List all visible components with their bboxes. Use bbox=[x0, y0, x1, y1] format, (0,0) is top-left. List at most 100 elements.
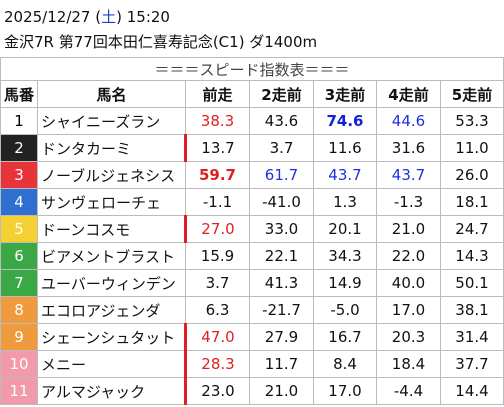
column-header: 馬名 bbox=[37, 80, 186, 108]
speed-index: 43.7 bbox=[376, 161, 441, 189]
horse-row: 7 ユーバーウィンデン 3.7 41.3 14.9 40.0 50.1 bbox=[0, 269, 504, 297]
horse-number: 4 bbox=[0, 188, 38, 216]
horse-number: 2 bbox=[0, 134, 38, 162]
column-header: 馬番 bbox=[0, 80, 38, 108]
speed-index: 43.6 bbox=[249, 107, 314, 135]
speed-index: 34.3 bbox=[313, 242, 377, 270]
speed-index: 17.0 bbox=[376, 296, 441, 324]
date-line: 2025/12/27 (土) 15:20 bbox=[4, 8, 170, 26]
horse-name: ドーンコスモ bbox=[37, 215, 186, 243]
speed-index: 38.1 bbox=[439, 296, 504, 324]
column-header: 前走 bbox=[185, 80, 250, 108]
speed-index: 13.7 bbox=[184, 134, 250, 162]
horse-name: ノーブルジェネシス bbox=[37, 161, 186, 189]
horse-name: ユーバーウィンデン bbox=[37, 269, 186, 297]
horse-number: 7 bbox=[0, 269, 38, 297]
horse-row: 2 ドンタカーミ 13.7 3.7 11.6 31.6 11.0 bbox=[0, 134, 504, 162]
title-row: ＝＝＝スピード指数表＝＝＝ bbox=[0, 57, 504, 81]
table-title: ＝＝＝スピード指数表＝＝＝ bbox=[0, 57, 504, 81]
speed-index: 50.1 bbox=[439, 269, 504, 297]
speed-index: 26.0 bbox=[439, 161, 504, 189]
speed-index: 16.7 bbox=[313, 323, 377, 351]
horse-name: シャイニーズラン bbox=[37, 107, 186, 135]
speed-index: 14.4 bbox=[439, 377, 504, 405]
horse-name: エコロアジェンダ bbox=[37, 296, 186, 324]
speed-index: 61.7 bbox=[249, 161, 314, 189]
column-header: 2走前 bbox=[249, 80, 314, 108]
horse-number: 10 bbox=[0, 350, 38, 378]
horse-number: 11 bbox=[0, 377, 38, 405]
speed-index: 53.3 bbox=[439, 107, 504, 135]
speed-index: 1.3 bbox=[313, 188, 377, 216]
speed-index: -5.0 bbox=[313, 296, 377, 324]
speed-index: 40.0 bbox=[376, 269, 441, 297]
speed-index: 28.3 bbox=[184, 350, 250, 378]
time: 15:20 bbox=[126, 8, 170, 26]
speed-index: 24.7 bbox=[439, 215, 504, 243]
horse-number: 9 bbox=[0, 323, 38, 351]
speed-index: 41.3 bbox=[249, 269, 314, 297]
horse-number: 6 bbox=[0, 242, 38, 270]
header-row: 馬番 馬名 前走 2走前 3走前 4走前 5走前 bbox=[0, 80, 504, 108]
speed-index: 11.7 bbox=[249, 350, 314, 378]
speed-index: 14.9 bbox=[313, 269, 377, 297]
speed-index: 21.0 bbox=[249, 377, 314, 405]
column-header: 3走前 bbox=[313, 80, 377, 108]
speed-index: 8.4 bbox=[313, 350, 377, 378]
speed-index: 21.0 bbox=[376, 215, 441, 243]
speed-index: 33.0 bbox=[249, 215, 314, 243]
speed-index: 22.0 bbox=[376, 242, 441, 270]
speed-index: 38.3 bbox=[185, 107, 250, 135]
horse-name: ドンタカーミ bbox=[37, 134, 186, 162]
speed-index: 3.7 bbox=[185, 269, 250, 297]
speed-index: -1.3 bbox=[376, 188, 441, 216]
speed-index: 47.0 bbox=[184, 323, 250, 351]
speed-index: 43.7 bbox=[313, 161, 377, 189]
horse-number: 5 bbox=[0, 215, 38, 243]
speed-index: 3.7 bbox=[249, 134, 314, 162]
horse-row: 8 エコロアジェンダ 6.3 -21.7 -5.0 17.0 38.1 bbox=[0, 296, 504, 324]
speed-index: 23.0 bbox=[184, 377, 250, 405]
race-title: 金沢7R 第77回本田仁喜寿記念(C1) ダ1400m bbox=[4, 33, 318, 51]
weekday: 土 bbox=[101, 8, 117, 26]
speed-index: 37.7 bbox=[439, 350, 504, 378]
horse-name: メニー bbox=[37, 350, 186, 378]
horse-row: 1 シャイニーズラン 38.3 43.6 74.6 44.6 53.3 bbox=[0, 107, 504, 135]
speed-index: 31.4 bbox=[439, 323, 504, 351]
horse-number: 1 bbox=[0, 107, 38, 135]
speed-index: 17.0 bbox=[313, 377, 377, 405]
horse-name: シェーンシュタット bbox=[37, 323, 186, 351]
speed-index: 74.6 bbox=[313, 107, 377, 135]
speed-index: 27.9 bbox=[249, 323, 314, 351]
horse-name: ビアメントブラスト bbox=[37, 242, 186, 270]
speed-index: -1.1 bbox=[185, 188, 250, 216]
column-header: 5走前 bbox=[439, 80, 504, 108]
horse-row: 6 ビアメントブラスト 15.9 22.1 34.3 22.0 14.3 bbox=[0, 242, 504, 270]
horse-row: 5 ドーンコスモ 27.0 33.0 20.1 21.0 24.7 bbox=[0, 215, 504, 243]
speed-index: 18.1 bbox=[439, 188, 504, 216]
table-body: 1 シャイニーズラン 38.3 43.6 74.6 44.6 53.3 2 ドンタカーミ 13.7… bbox=[0, 107, 504, 405]
horse-row: 11 アルマジャック 23.0 21.0 17.0 -4.4 14.4 bbox=[0, 377, 504, 405]
horse-name: サンヴェローチェ bbox=[37, 188, 186, 216]
horse-row: 9 シェーンシュタット 47.0 27.9 16.7 20.3 31.4 bbox=[0, 323, 504, 351]
horse-row: 3 ノーブルジェネシス 59.7 61.7 43.7 43.7 26.0 bbox=[0, 161, 504, 189]
horse-number: 8 bbox=[0, 296, 38, 324]
speed-index: 44.6 bbox=[376, 107, 441, 135]
speed-index: 20.3 bbox=[376, 323, 441, 351]
horse-row: 4 サンヴェローチェ -1.1 -41.0 1.3 -1.3 18.1 bbox=[0, 188, 504, 216]
speed-index: 6.3 bbox=[185, 296, 250, 324]
speed-index: 22.1 bbox=[249, 242, 314, 270]
speed-index: -21.7 bbox=[249, 296, 314, 324]
horse-number: 3 bbox=[0, 161, 38, 189]
speed-index: 15.9 bbox=[185, 242, 250, 270]
horse-row: 10 メニー 28.3 11.7 8.4 18.4 37.7 bbox=[0, 350, 504, 378]
speed-table: ＝＝＝スピード指数表＝＝＝ 馬番 馬名 前走 2走前 3走前 4走前 5走前 1 シャイニーズ… bbox=[0, 57, 504, 405]
speed-index: 14.3 bbox=[439, 242, 504, 270]
speed-index: -41.0 bbox=[249, 188, 314, 216]
speed-index: 59.7 bbox=[185, 161, 250, 189]
speed-index: 27.0 bbox=[184, 215, 250, 243]
speed-index: 11.6 bbox=[313, 134, 377, 162]
speed-index: 31.6 bbox=[376, 134, 441, 162]
speed-index: 20.1 bbox=[313, 215, 377, 243]
